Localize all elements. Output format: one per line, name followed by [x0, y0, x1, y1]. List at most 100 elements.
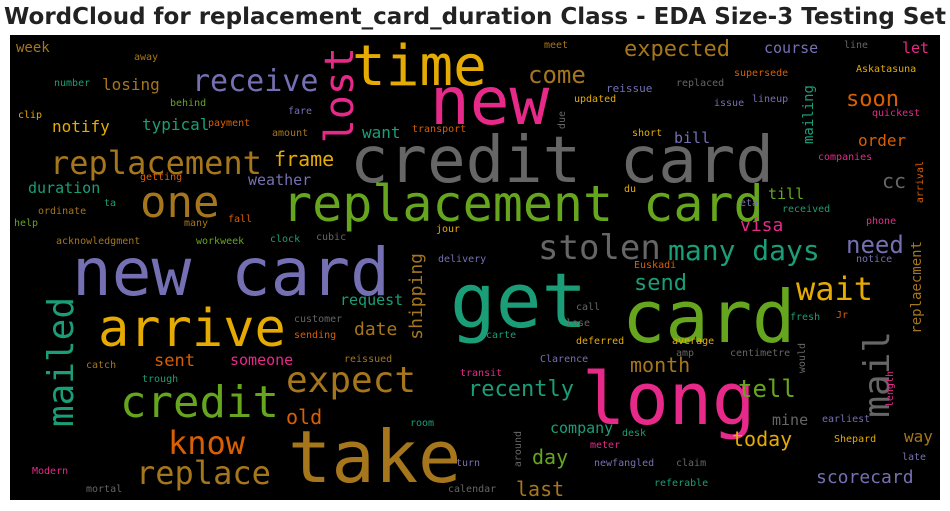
word-till: till: [768, 185, 805, 203]
word-deferred: deferred: [576, 336, 625, 347]
word-visa: visa: [740, 215, 784, 236]
word-cloud: credit card new card card get take long …: [10, 35, 940, 500]
word-credit: credit: [120, 377, 279, 428]
word-bill: bill: [674, 129, 711, 147]
word-come: come: [528, 61, 586, 89]
word-soon: soon: [846, 87, 899, 112]
word-fresh: fresh: [790, 312, 821, 323]
word-desk: desk: [622, 428, 647, 439]
word-mine: mine: [772, 411, 809, 429]
word-du: du: [624, 184, 637, 195]
word-arrive: arrive: [98, 299, 286, 359]
word-behind: behind: [170, 98, 207, 109]
word-clip: clip: [18, 110, 43, 121]
word-typical: typical: [142, 115, 210, 134]
word-card: card: [622, 275, 796, 359]
word-new-card: new card: [72, 234, 390, 311]
word-line: line: [844, 40, 869, 51]
word-late: late: [902, 452, 927, 463]
word-scorecard: scorecard: [816, 467, 914, 488]
word-expected: expected: [624, 37, 730, 62]
word-phone: phone: [866, 216, 897, 227]
word-many-days: many days: [668, 234, 820, 267]
word-transport: transport: [412, 124, 467, 135]
word-cubic: cubic: [316, 232, 347, 243]
word-claim: claim: [676, 458, 707, 469]
word-workweek: workweek: [196, 236, 245, 247]
word-mailing: mailing: [801, 85, 817, 145]
word-notice: notice: [856, 254, 893, 265]
word-shepard: Shepard: [834, 434, 877, 445]
word-issue: issue: [714, 98, 745, 109]
word-eta: eta: [740, 198, 759, 209]
word-received: received: [782, 204, 831, 215]
word-credit-card: credit card: [350, 124, 774, 198]
word-jour: jour: [436, 224, 461, 235]
word-due: due: [557, 111, 568, 130]
word-many: many: [184, 218, 209, 229]
word-modern: Modern: [32, 466, 69, 477]
word-meet: meet: [544, 40, 569, 51]
word-acknowledgment: acknowledgment: [56, 236, 141, 247]
word-arrival: arrival: [915, 161, 926, 204]
word-short: short: [632, 128, 663, 139]
word-last: last: [516, 477, 565, 500]
word-losing: losing: [102, 75, 160, 94]
word-someone: someone: [230, 351, 294, 369]
word-amp: amp: [676, 348, 695, 359]
word-meter: meter: [590, 440, 621, 451]
word-send: send: [634, 271, 687, 296]
word-centimetre: centimetre: [730, 348, 791, 359]
word-time: time: [352, 35, 487, 99]
word-room: room: [410, 418, 435, 429]
word-fare: fare: [288, 106, 313, 117]
word-mortal: mortal: [86, 484, 123, 495]
word-one: one: [140, 177, 220, 228]
word-replacement-card: replacement card: [282, 175, 764, 233]
word-quickest: quickest: [872, 108, 921, 119]
word-date: date: [354, 319, 398, 340]
word-transit: transit: [460, 368, 503, 379]
word-recently: recently: [468, 377, 574, 402]
word-stolen: stolen: [538, 228, 661, 268]
word-turn: turn: [456, 458, 481, 469]
word-know: know: [168, 424, 246, 462]
word-trough: trough: [142, 374, 179, 385]
word-want: want: [362, 123, 401, 142]
word-would: would: [797, 343, 808, 374]
word-lost: lost: [317, 47, 363, 144]
word-order: order: [858, 131, 907, 150]
word-tell: tell: [738, 375, 796, 403]
word-updated: updated: [574, 94, 617, 105]
word-askatasuna: Askatasuna: [856, 64, 917, 75]
word-newfangled: newfangled: [594, 458, 655, 469]
word-mailed: mailed: [41, 297, 82, 428]
word-companies: companies: [818, 152, 873, 163]
word-cc: cc: [882, 169, 907, 193]
word-day: day: [532, 445, 569, 469]
word-number: number: [54, 78, 91, 89]
word-delivery: delivery: [438, 254, 487, 265]
word-call: call: [576, 302, 601, 313]
word-need: need: [846, 231, 904, 259]
word-old: old: [286, 405, 323, 429]
chart-title: WordCloud for replacement_card_duration …: [3, 4, 947, 30]
word-way: way: [904, 427, 933, 446]
word-help: help: [14, 218, 39, 229]
word-euskadi: Euskadi: [634, 260, 677, 271]
word-around: around: [513, 431, 524, 468]
word-company: company: [550, 419, 614, 437]
word-lineup: lineup: [752, 94, 789, 105]
word-replacement: replacement: [50, 144, 262, 182]
word-new: new: [430, 63, 550, 140]
word-lose: lose: [566, 318, 591, 329]
word-reissued: reissued: [344, 354, 393, 365]
word-calendar: calendar: [448, 484, 497, 495]
word-ta: ta: [104, 198, 117, 209]
word-amount: amount: [272, 128, 309, 139]
word-length: length: [885, 371, 896, 408]
word-sent: sent: [154, 351, 195, 371]
word-get: get: [450, 256, 588, 345]
word-receive: receive: [192, 64, 319, 99]
word-away: away: [134, 52, 159, 63]
